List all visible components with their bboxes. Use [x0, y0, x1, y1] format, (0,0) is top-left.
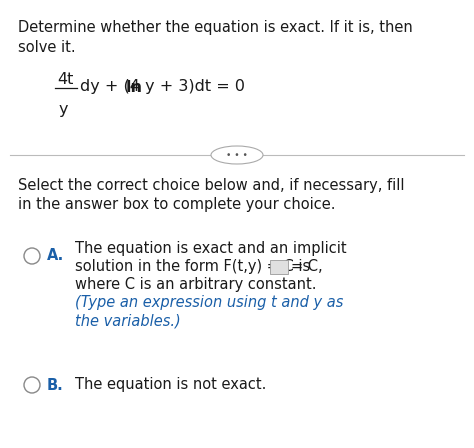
- Text: (Type an expression using t and y as: (Type an expression using t and y as: [75, 295, 343, 310]
- Text: dy + (4: dy + (4: [80, 79, 145, 95]
- Circle shape: [24, 377, 40, 393]
- Text: y + 3)dt = 0: y + 3)dt = 0: [140, 79, 245, 95]
- Ellipse shape: [211, 146, 263, 164]
- Text: • • •: • • •: [226, 151, 248, 159]
- Text: B.: B.: [47, 378, 64, 392]
- Text: solve it.: solve it.: [18, 40, 76, 55]
- Text: ln: ln: [126, 79, 143, 95]
- Text: solution in the form F(t,y) = C is: solution in the form F(t,y) = C is: [75, 259, 310, 274]
- Text: in the answer box to complete your choice.: in the answer box to complete your choic…: [18, 197, 336, 212]
- Text: Select the correct choice below and, if necessary, fill: Select the correct choice below and, if …: [18, 178, 404, 193]
- Text: = C,: = C,: [291, 259, 323, 274]
- Text: The equation is not exact.: The equation is not exact.: [75, 377, 266, 392]
- Text: 4t: 4t: [57, 72, 73, 87]
- Text: The equation is exact and an implicit: The equation is exact and an implicit: [75, 241, 346, 256]
- Text: the variables.): the variables.): [75, 313, 181, 328]
- Text: A.: A.: [47, 249, 64, 263]
- Text: where C is an arbitrary constant.: where C is an arbitrary constant.: [75, 277, 317, 292]
- FancyBboxPatch shape: [270, 260, 288, 274]
- Text: Determine whether the equation is exact. If it is, then: Determine whether the equation is exact.…: [18, 20, 413, 35]
- Circle shape: [24, 248, 40, 264]
- Text: y: y: [59, 102, 69, 117]
